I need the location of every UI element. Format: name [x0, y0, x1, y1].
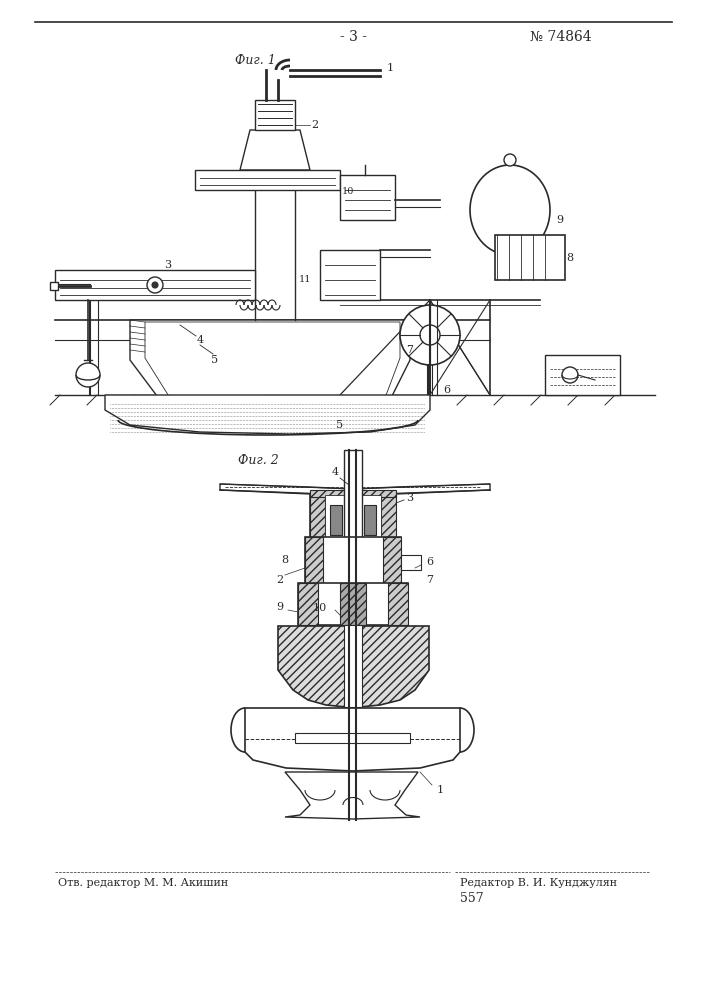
Text: - 3 -: - 3 - — [339, 30, 366, 44]
Polygon shape — [285, 772, 420, 819]
Circle shape — [152, 282, 158, 288]
Text: 3: 3 — [407, 493, 414, 503]
Text: 11: 11 — [299, 275, 311, 284]
Text: 8: 8 — [566, 253, 573, 263]
Text: 1: 1 — [387, 63, 394, 73]
Polygon shape — [105, 395, 430, 434]
Text: № 74864: № 74864 — [530, 30, 592, 44]
Polygon shape — [278, 626, 429, 707]
Polygon shape — [240, 130, 310, 170]
Bar — [330, 505, 342, 535]
Text: 2: 2 — [312, 120, 319, 130]
Bar — [55, 270, 255, 300]
Bar — [364, 505, 376, 535]
Bar — [344, 450, 362, 540]
Circle shape — [400, 305, 460, 365]
Text: 5: 5 — [337, 420, 344, 430]
Text: 10: 10 — [341, 188, 354, 196]
Text: 7: 7 — [426, 575, 433, 585]
Bar — [388, 583, 408, 625]
Bar — [305, 537, 401, 585]
Circle shape — [562, 367, 578, 383]
Bar — [310, 490, 396, 497]
Bar — [255, 100, 295, 130]
Text: 10: 10 — [313, 603, 327, 613]
Polygon shape — [245, 708, 460, 771]
Bar — [305, 537, 323, 585]
Bar — [545, 355, 620, 395]
Bar — [401, 555, 421, 570]
Text: 4: 4 — [332, 467, 339, 477]
Bar — [320, 250, 380, 300]
Text: 9: 9 — [556, 215, 563, 225]
Bar — [310, 495, 325, 540]
Bar — [340, 175, 395, 220]
Bar — [383, 537, 401, 585]
Text: 1: 1 — [436, 785, 443, 795]
Bar — [325, 495, 381, 540]
Bar — [298, 583, 318, 625]
Text: 9: 9 — [276, 602, 284, 612]
Text: 8: 8 — [281, 555, 288, 565]
Text: 557: 557 — [460, 892, 484, 904]
Text: 6: 6 — [443, 385, 450, 395]
Bar — [50, 282, 58, 290]
Text: Редактор В. И. Кунджулян: Редактор В. И. Кунджулян — [460, 878, 617, 888]
Ellipse shape — [470, 165, 550, 255]
Circle shape — [147, 277, 163, 293]
Bar — [381, 495, 396, 540]
Bar — [298, 583, 408, 625]
Circle shape — [420, 325, 440, 345]
Circle shape — [504, 154, 516, 166]
Polygon shape — [130, 320, 410, 410]
Text: 6: 6 — [426, 557, 433, 567]
Bar — [344, 625, 362, 707]
Bar — [195, 170, 340, 190]
Text: 2: 2 — [276, 575, 284, 585]
Text: 3: 3 — [165, 260, 172, 270]
Text: 4: 4 — [197, 335, 204, 345]
Bar — [310, 495, 396, 540]
Polygon shape — [220, 484, 490, 496]
Text: Фиг. 1: Фиг. 1 — [235, 53, 276, 66]
Bar — [495, 235, 565, 280]
Text: Отв. редактор М. М. Акишин: Отв. редактор М. М. Акишин — [58, 878, 228, 888]
Text: 7: 7 — [407, 345, 414, 355]
Text: 5: 5 — [211, 355, 218, 365]
Bar — [295, 733, 410, 743]
Text: Фиг. 2: Фиг. 2 — [238, 454, 279, 466]
Circle shape — [76, 363, 100, 387]
Bar — [340, 583, 366, 625]
